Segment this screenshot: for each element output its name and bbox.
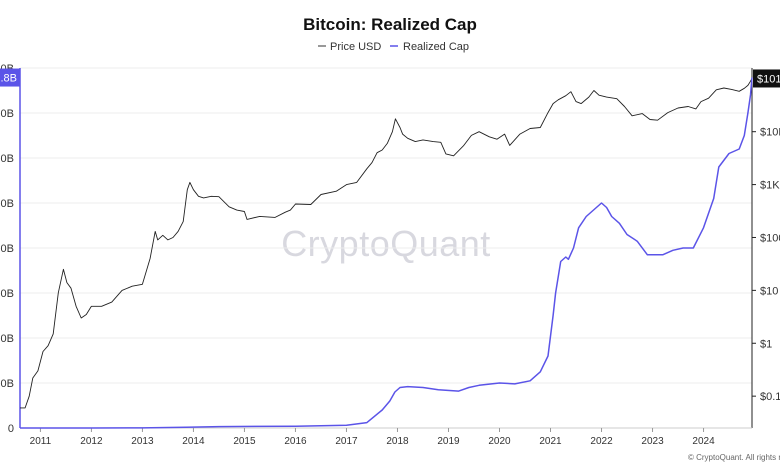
x-tick-label: 2022 — [590, 436, 613, 447]
right-tick-label: $0.1 — [760, 391, 780, 403]
left-tick-label: 200B — [0, 333, 14, 345]
right-tick-label: $100 — [760, 232, 780, 244]
x-tick-label: 2023 — [641, 436, 664, 447]
value-badges: 778.8B $101.4K — [0, 68, 780, 88]
right-tick-label: $1 — [760, 338, 772, 350]
x-tick-label: 2012 — [80, 436, 103, 447]
left-tick-label: 700B — [0, 108, 14, 120]
series-price-line — [20, 78, 753, 409]
left-current-badge — [0, 68, 20, 87]
x-tick-label: 2019 — [437, 436, 460, 447]
x-tick-label: 2018 — [386, 436, 409, 447]
x-tick-label: 2017 — [335, 436, 358, 447]
copyright: © CryptoQuant. All rights reserved — [688, 453, 780, 462]
watermark: CryptoQuant — [281, 223, 491, 264]
left-tick-label: 300B — [0, 288, 14, 300]
legend-realized-cap-label[interactable]: Realized Cap — [403, 41, 469, 53]
chart-title: Bitcoin: Realized Cap — [303, 15, 477, 34]
left-tick-label: 100B — [0, 378, 14, 390]
right-tick-label: $1K — [760, 180, 780, 192]
x-tick-label: 2013 — [131, 436, 154, 447]
left-tick-label: 600B — [0, 153, 14, 165]
legend-price-label[interactable]: Price USD — [330, 41, 381, 53]
legend: Price USD Realized Cap — [318, 41, 469, 53]
x-tick-label: 2021 — [539, 436, 562, 447]
right-tick-label: $10K — [760, 127, 780, 139]
left-tick-label: 500B — [0, 198, 14, 210]
x-tick-label: 2011 — [30, 436, 52, 447]
right-tick-label: $10 — [760, 285, 778, 297]
left-tick-label: 400B — [0, 243, 14, 255]
x-tick-label: 2024 — [692, 436, 715, 447]
series-realized-cap-line — [20, 77, 753, 429]
right-axis-ticks: $0.1 $1 $10 $100 $1K $10K — [752, 127, 780, 403]
x-tick-label: 2014 — [182, 436, 205, 447]
x-tick-label: 2015 — [233, 436, 256, 447]
right-current-badge — [753, 69, 780, 88]
left-axis-ticks: 0100B200B300B400B500B600B700B800B — [0, 63, 14, 435]
x-tick-label: 2016 — [284, 436, 307, 447]
left-tick-label: 0 — [8, 423, 14, 435]
x-tick-label: 2020 — [488, 436, 511, 447]
right-current-value: $101.4K — [757, 73, 780, 85]
x-axis-ticks: 2011 2012 2013 2014 2015 2016 2017 2018 2019 2020… — [30, 428, 715, 447]
series-layer — [20, 77, 753, 429]
left-current-value: 778.8B — [0, 73, 17, 85]
